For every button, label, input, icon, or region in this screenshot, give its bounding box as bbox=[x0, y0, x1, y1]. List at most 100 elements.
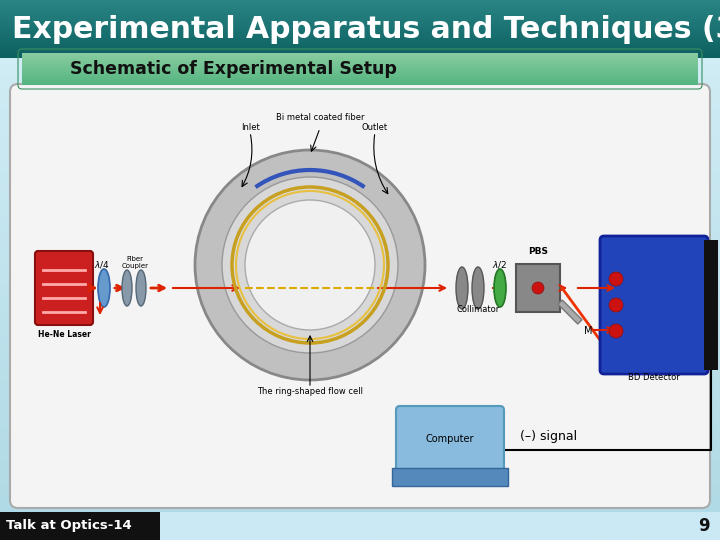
Bar bbox=[0, 495, 720, 501]
Text: BD Detector: BD Detector bbox=[628, 373, 680, 382]
Bar bbox=[0, 33, 720, 35]
Bar bbox=[22, 71, 698, 72]
Bar bbox=[22, 55, 698, 56]
Bar bbox=[22, 76, 698, 77]
Bar bbox=[0, 23, 720, 24]
Bar bbox=[0, 438, 720, 444]
Bar bbox=[22, 58, 698, 59]
Text: Talk at Optics-14: Talk at Optics-14 bbox=[6, 519, 132, 532]
Bar bbox=[0, 9, 720, 10]
Bar bbox=[0, 450, 720, 455]
Bar bbox=[22, 64, 698, 66]
Bar bbox=[0, 28, 720, 29]
Bar bbox=[0, 0, 720, 1]
Bar bbox=[0, 18, 720, 20]
Text: PBS: PBS bbox=[528, 247, 548, 256]
Bar bbox=[0, 38, 720, 39]
Bar bbox=[0, 160, 720, 166]
Bar bbox=[0, 46, 720, 48]
Bar bbox=[0, 26, 720, 28]
Bar bbox=[0, 126, 720, 132]
FancyBboxPatch shape bbox=[35, 251, 93, 325]
Ellipse shape bbox=[494, 269, 506, 307]
Bar bbox=[0, 36, 720, 37]
Bar bbox=[0, 13, 720, 14]
Bar bbox=[22, 59, 698, 61]
Bar bbox=[0, 52, 720, 53]
Bar bbox=[22, 82, 698, 83]
Bar bbox=[0, 2, 720, 3]
Bar bbox=[0, 444, 720, 450]
Text: The ring-shaped flow cell: The ring-shaped flow cell bbox=[257, 387, 363, 396]
Bar bbox=[558, 300, 582, 324]
Bar bbox=[0, 302, 720, 308]
Circle shape bbox=[245, 200, 375, 330]
Bar bbox=[0, 478, 720, 484]
Circle shape bbox=[195, 150, 425, 380]
Bar bbox=[0, 489, 720, 495]
Text: (–) signal: (–) signal bbox=[520, 430, 577, 443]
Bar bbox=[0, 291, 720, 296]
Bar bbox=[22, 69, 698, 71]
Bar bbox=[22, 56, 698, 58]
Bar bbox=[0, 120, 720, 126]
Bar bbox=[0, 57, 720, 58]
Bar bbox=[0, 200, 720, 206]
Ellipse shape bbox=[472, 267, 484, 309]
Bar bbox=[0, 14, 720, 15]
Bar bbox=[0, 44, 720, 45]
Bar bbox=[0, 467, 720, 472]
Bar bbox=[22, 72, 698, 74]
Bar bbox=[0, 370, 720, 376]
Bar bbox=[0, 42, 720, 43]
Bar bbox=[392, 468, 508, 486]
Bar bbox=[0, 313, 720, 319]
Bar bbox=[0, 6, 720, 7]
Text: Collimator: Collimator bbox=[456, 305, 500, 314]
Bar bbox=[0, 512, 160, 540]
Bar bbox=[0, 342, 720, 347]
Bar bbox=[0, 330, 720, 336]
Text: $\lambda$/2: $\lambda$/2 bbox=[492, 260, 508, 271]
Bar bbox=[0, 11, 720, 13]
Bar bbox=[0, 234, 720, 240]
Text: $\lambda$/4: $\lambda$/4 bbox=[94, 260, 110, 271]
FancyBboxPatch shape bbox=[600, 236, 708, 374]
Circle shape bbox=[222, 177, 398, 353]
Bar bbox=[0, 410, 720, 415]
Bar bbox=[0, 35, 720, 36]
Bar bbox=[0, 211, 720, 217]
Bar bbox=[0, 7, 720, 8]
Bar bbox=[0, 336, 720, 342]
Bar bbox=[0, 31, 720, 32]
Bar bbox=[0, 92, 720, 98]
Bar bbox=[0, 1, 720, 2]
Bar bbox=[0, 421, 720, 427]
Bar bbox=[0, 166, 720, 172]
Bar bbox=[0, 455, 720, 461]
Bar bbox=[0, 364, 720, 370]
Bar bbox=[0, 25, 720, 26]
Circle shape bbox=[609, 324, 623, 338]
Bar bbox=[0, 359, 720, 364]
Bar bbox=[0, 55, 720, 56]
Bar bbox=[0, 21, 720, 22]
Text: Computer: Computer bbox=[426, 434, 474, 444]
Text: Fiber
Coupler: Fiber Coupler bbox=[122, 256, 148, 269]
Bar bbox=[0, 194, 720, 200]
Text: Schematic of Experimental Setup: Schematic of Experimental Setup bbox=[70, 60, 397, 78]
Bar bbox=[0, 399, 720, 404]
Bar bbox=[0, 188, 720, 194]
Bar bbox=[0, 387, 720, 393]
Bar bbox=[0, 268, 720, 274]
Bar bbox=[0, 347, 720, 353]
Bar bbox=[0, 217, 720, 222]
Bar bbox=[0, 285, 720, 291]
Bar bbox=[704, 240, 718, 370]
Bar bbox=[0, 51, 720, 52]
Bar bbox=[0, 262, 720, 268]
Bar bbox=[0, 132, 720, 138]
Bar bbox=[0, 228, 720, 234]
Bar bbox=[0, 75, 720, 80]
Bar bbox=[22, 68, 698, 69]
